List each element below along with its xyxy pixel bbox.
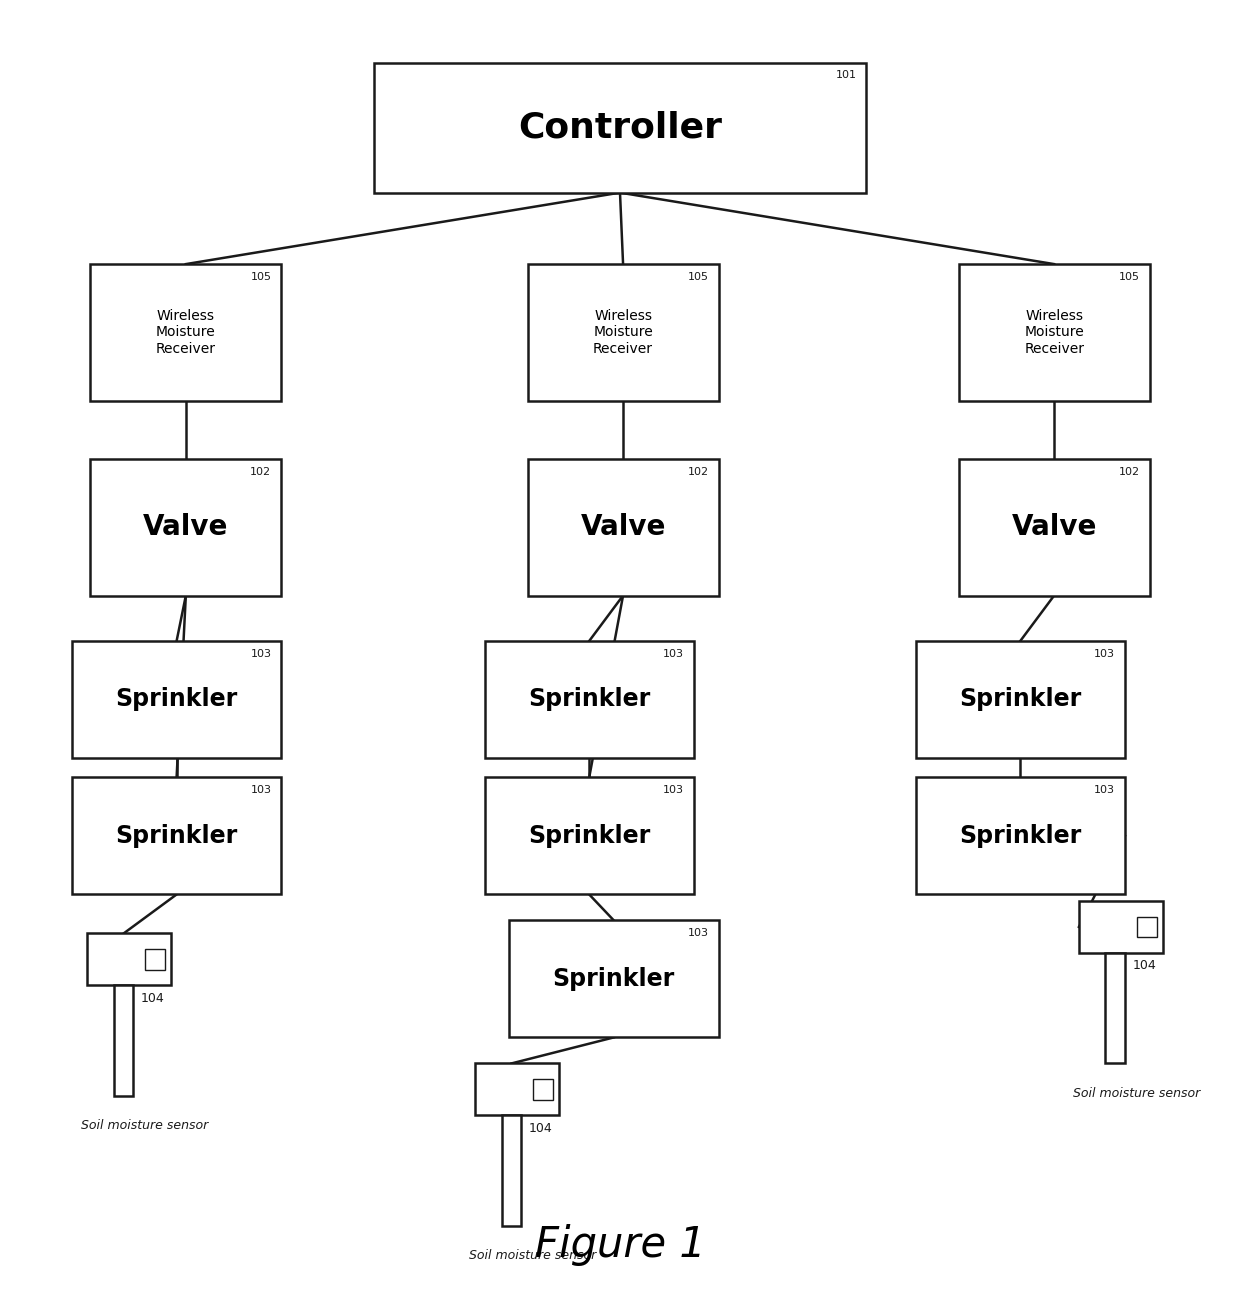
Bar (114, 985, 134, 1096)
Bar (91, 264, 281, 400)
Text: Sprinkler: Sprinkler (528, 688, 650, 712)
Text: Soil moisture sensor: Soil moisture sensor (82, 1120, 208, 1133)
Text: 104: 104 (141, 991, 165, 1005)
Text: Controller: Controller (518, 111, 722, 145)
Text: Sprinkler: Sprinkler (960, 824, 1081, 848)
Bar (959, 264, 1149, 400)
Text: Valve: Valve (1012, 513, 1097, 542)
Bar (373, 63, 867, 192)
Bar (485, 777, 694, 895)
Text: 104: 104 (1132, 960, 1156, 972)
Text: Wireless
Moisture
Receiver: Wireless Moisture Receiver (156, 309, 216, 356)
Text: 101: 101 (836, 71, 857, 81)
Text: 103: 103 (1094, 649, 1115, 659)
Text: Sprinkler: Sprinkler (960, 688, 1081, 712)
Bar (915, 777, 1125, 895)
Bar (527, 459, 718, 595)
Bar (527, 264, 718, 400)
Bar (510, 921, 718, 1037)
Bar (1137, 917, 1157, 938)
Text: 103: 103 (1094, 785, 1115, 795)
Bar (72, 777, 281, 895)
Text: 104: 104 (528, 1122, 553, 1135)
Text: Sprinkler: Sprinkler (528, 824, 650, 848)
Bar (533, 1079, 553, 1100)
Bar (959, 459, 1149, 595)
Text: Sprinkler: Sprinkler (115, 824, 238, 848)
Text: Wireless
Moisture
Receiver: Wireless Moisture Receiver (1024, 309, 1084, 356)
Text: Valve: Valve (143, 513, 228, 542)
Bar (502, 1116, 522, 1226)
Bar (1105, 954, 1125, 1063)
Bar (485, 641, 694, 757)
Text: Wireless
Moisture
Receiver: Wireless Moisture Receiver (593, 309, 653, 356)
Text: 102: 102 (250, 467, 272, 477)
Text: Sprinkler: Sprinkler (115, 688, 238, 712)
Text: 103: 103 (663, 649, 684, 659)
Bar (88, 934, 171, 985)
Bar (915, 641, 1125, 757)
Text: Soil moisture sensor: Soil moisture sensor (469, 1249, 596, 1262)
Text: 102: 102 (687, 467, 709, 477)
Text: 103: 103 (250, 785, 272, 795)
Bar (1079, 901, 1163, 954)
Bar (72, 641, 281, 757)
Text: Figure 1: Figure 1 (534, 1224, 706, 1266)
Text: 103: 103 (250, 649, 272, 659)
Text: Soil moisture sensor: Soil moisture sensor (1073, 1087, 1200, 1100)
Bar (475, 1063, 559, 1116)
Text: 103: 103 (663, 785, 684, 795)
Bar (91, 459, 281, 595)
Bar (145, 950, 165, 969)
Text: Sprinkler: Sprinkler (553, 967, 675, 991)
Text: Valve: Valve (580, 513, 666, 542)
Text: 103: 103 (688, 929, 709, 938)
Text: 105: 105 (1118, 272, 1140, 283)
Text: 105: 105 (250, 272, 272, 283)
Text: 105: 105 (688, 272, 709, 283)
Text: 102: 102 (1118, 467, 1140, 477)
